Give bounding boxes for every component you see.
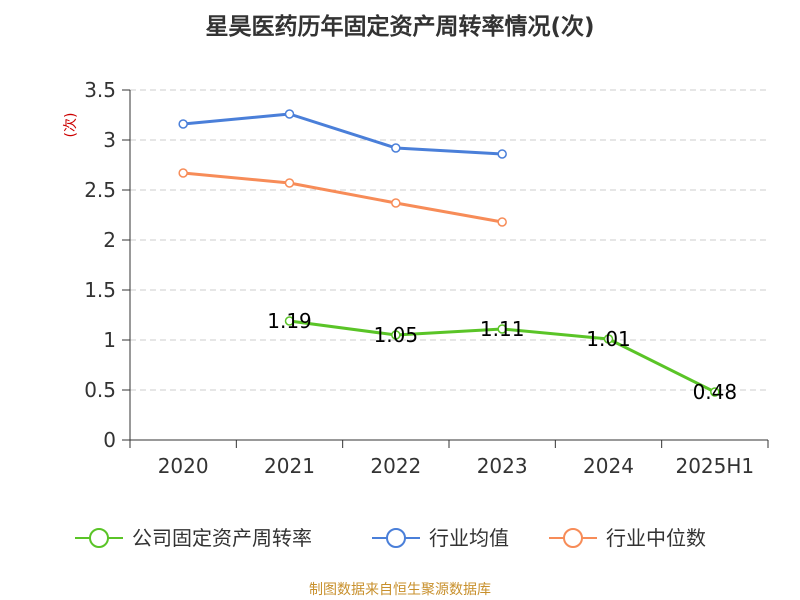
data-point [178,168,188,178]
data-labels: 1.19 1.05 1.11 1.01 0.48 [267,309,737,404]
legend-item: 行业中位数 [549,526,706,550]
series-lines [178,109,720,397]
data-label: 1.11 [480,317,525,341]
legend-label: 行业均值 [429,526,509,550]
y-tick-label: 1.5 [84,278,116,302]
data-point [391,143,401,153]
source-note: 制图数据来自恒生聚源数据库 [309,582,491,598]
axes: 0 0.5 1 1.5 2 2.5 3 3.5 2020 2021 2022 2023 2024 2025… [84,78,769,478]
data-label: 1.05 [374,323,419,347]
x-tick-label: 2021 [264,454,315,478]
legend-label: 公司固定资产周转率 [132,526,312,550]
x-tick-label: 2024 [583,454,634,478]
grid-lines [130,89,768,391]
data-point [497,149,507,159]
y-tick-label: 3.5 [84,78,116,102]
x-tick-label: 2022 [370,454,421,478]
y-tick-label: 1 [103,328,116,352]
x-tick-label: 2023 [477,454,528,478]
data-point [497,217,507,227]
data-point [710,387,720,397]
x-tick-label: 2025H1 [675,454,754,478]
series-2 [178,168,507,227]
series-1 [178,109,507,159]
legend-label: 行业中位数 [606,526,706,550]
data-point [391,198,401,208]
legend-item: 公司固定资产周转率 [75,526,312,550]
chart-title: 星昊医药历年固定资产周转率情况(次) [205,13,594,40]
data-point [284,316,295,326]
series-0 [284,316,720,397]
data-point [284,109,295,119]
data-point [284,178,295,188]
y-tick-label: 3 [103,128,116,152]
data-point [391,330,401,340]
data-label: 1.19 [267,309,312,333]
data-label: 1.01 [586,327,631,351]
legend: 公司固定资产周转率 行业均值 行业中位数 [75,526,706,550]
data-point [603,334,614,344]
legend-swatch-marker [89,528,109,548]
data-label: 0.48 [693,380,738,404]
data-point [178,119,188,129]
y-axis-label: (次) [63,113,79,138]
x-tick-label: 2020 [158,454,209,478]
legend-item: 行业均值 [372,526,509,550]
y-tick-label: 0.5 [84,378,116,402]
y-tick-label: 2 [103,228,116,252]
series-line [183,171,503,224]
series-line [183,112,503,156]
legend-swatch-marker [563,528,583,548]
legend-swatch-marker [386,528,406,548]
y-tick-label: 2.5 [84,178,116,202]
data-point [497,324,507,334]
y-tick-label: 0 [103,428,116,452]
